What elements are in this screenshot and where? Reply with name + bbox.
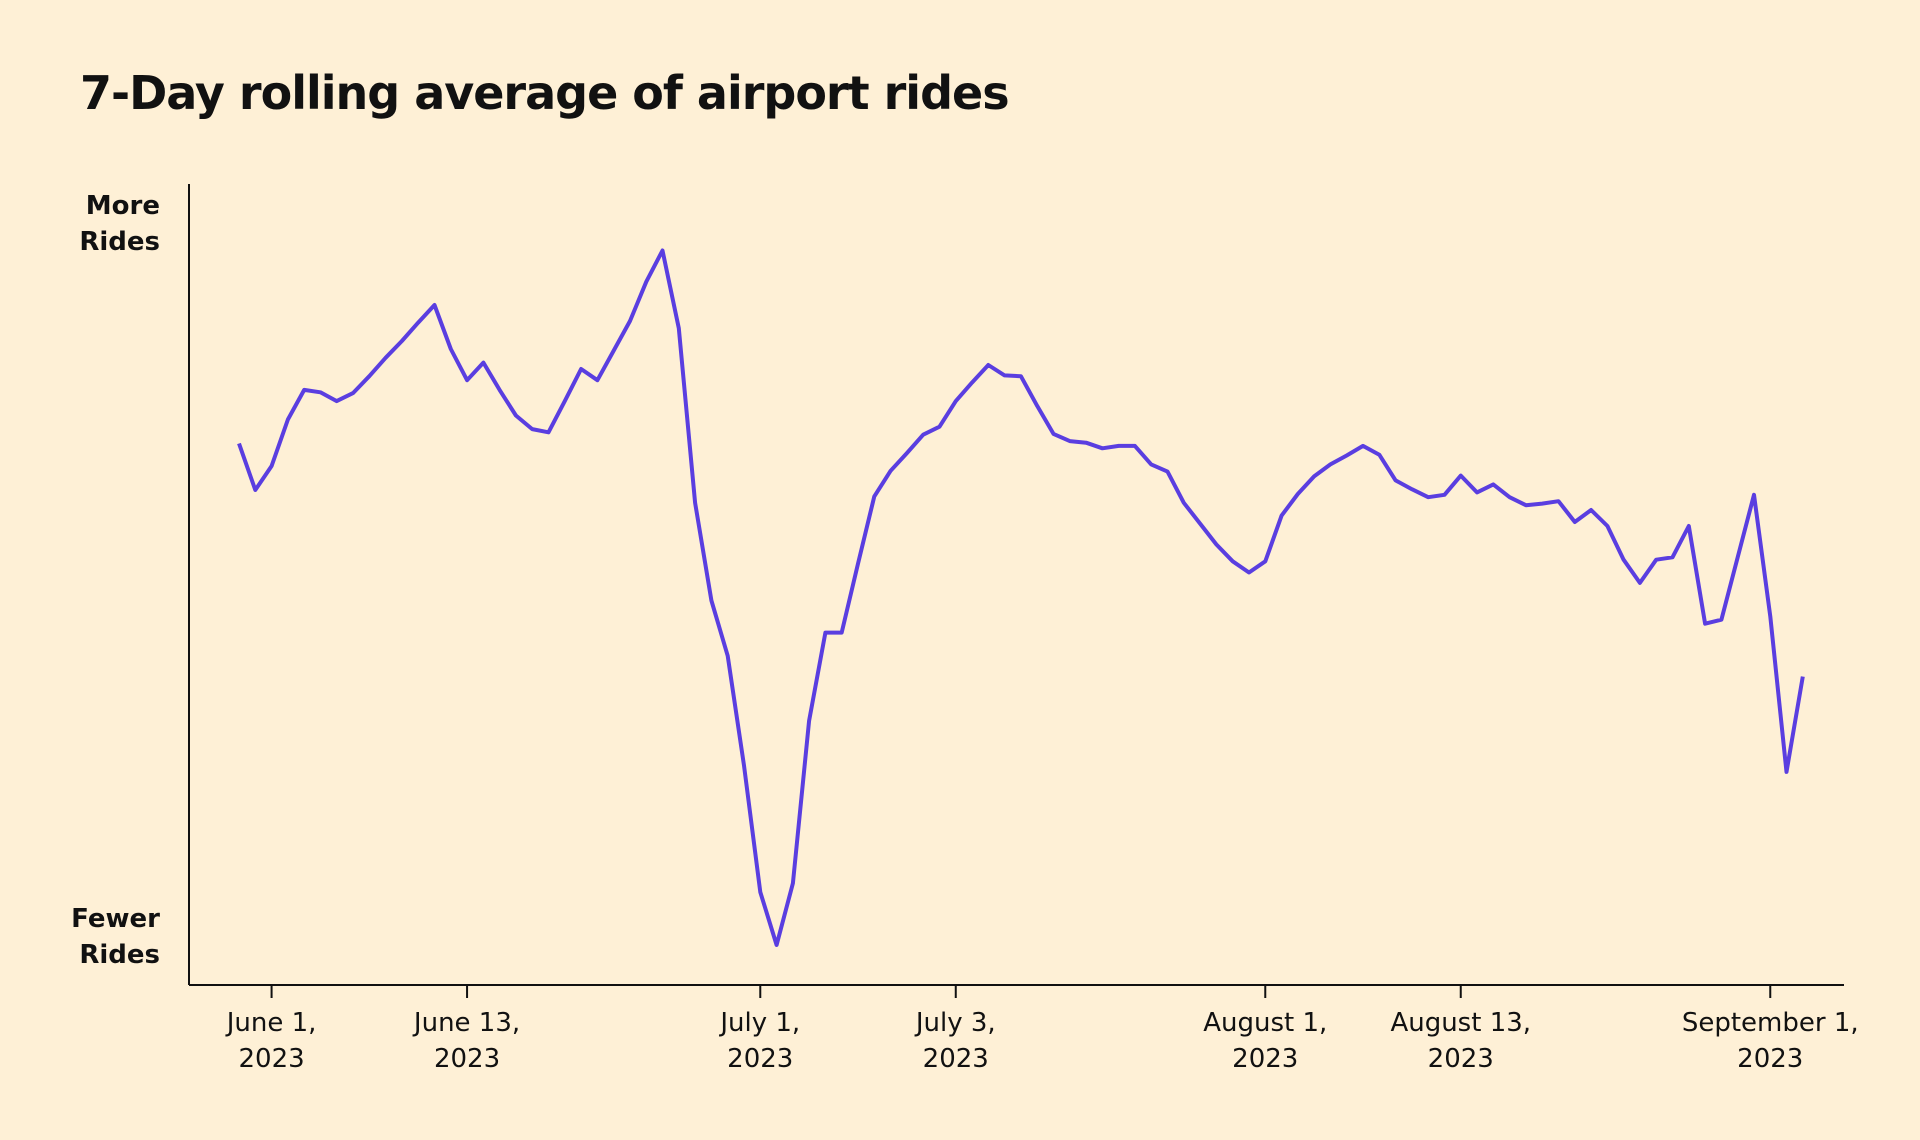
data-line <box>237 248 1805 947</box>
x-tick-label: August 1, 2023 <box>1203 1008 1328 1074</box>
chart-title: 7-Day rolling average of airport rides <box>80 66 1010 120</box>
x-tick-label: June 1, 2023 <box>226 1008 317 1074</box>
x-tick-label: July 1, 2023 <box>720 1008 801 1074</box>
x-tick-label: July 3, 2023 <box>915 1008 996 1074</box>
x-tick-label: August 13, 2023 <box>1390 1008 1532 1074</box>
x-tick-label: September 1, 2023 <box>1681 1008 1859 1074</box>
y-tick-label: More Rides <box>79 191 160 258</box>
y-tick-label: Fewer Rides <box>71 903 160 970</box>
x-tick-label: June 13, 2023 <box>413 1008 521 1074</box>
